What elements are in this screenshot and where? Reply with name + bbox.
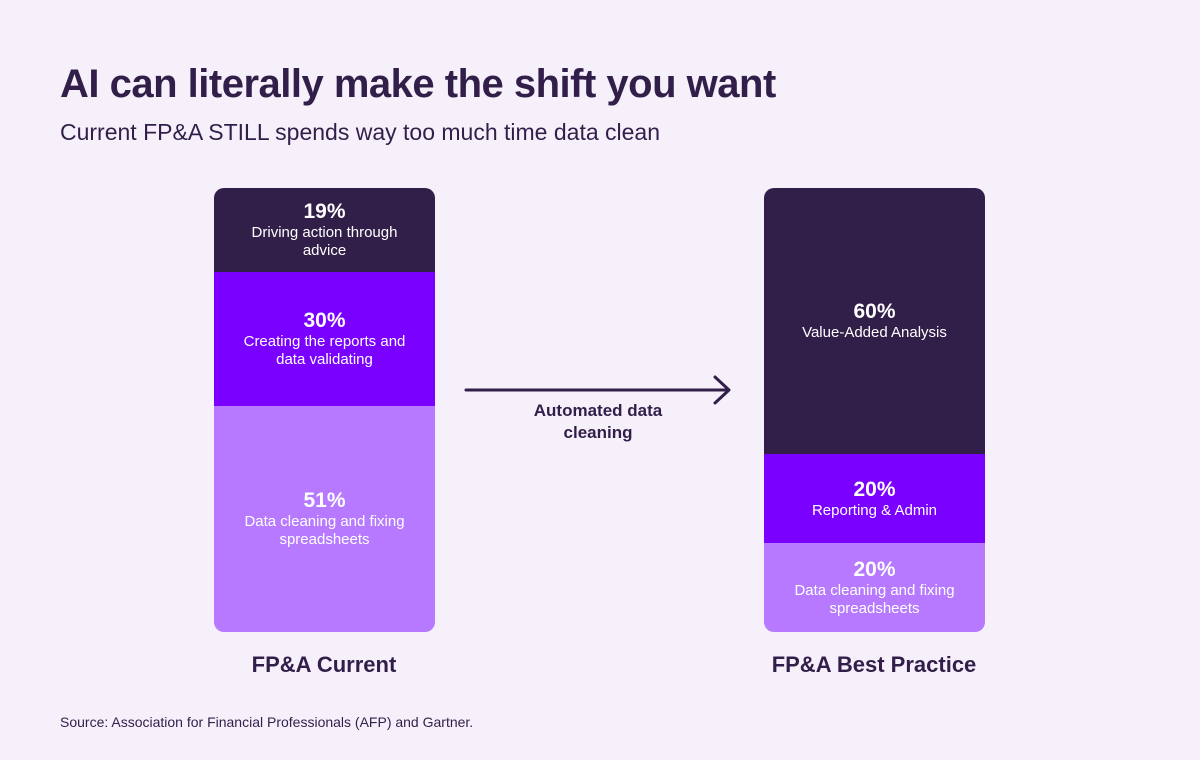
bar-segment: 19% Driving action through advice (214, 188, 435, 273)
arrow-annotation: Automated data cleaning (533, 401, 663, 442)
right-arrow-icon (464, 375, 731, 405)
segment-value-label: 51% (303, 488, 346, 512)
bar-label-fpa-current: FP&A Current (251, 652, 397, 677)
bar-label-fpa-best-practice: FP&A Best Practice (771, 652, 977, 677)
chart-subtitle: Current FP&A STILL spends way too much t… (60, 119, 660, 145)
source-note: Source: Association for Financial Profes… (60, 714, 474, 730)
segment-category-label: Creating the reports and data validating (243, 332, 406, 368)
bar-segment: 51% Data cleaning and fixing spreadsheets (214, 405, 435, 632)
bar-segment: 60% Value-Added Analysis (764, 188, 985, 455)
segment-category-label: Reporting & Admin (811, 501, 938, 519)
segment-category-label: Driving action through advice (251, 224, 398, 260)
segment-value-label: 20% (853, 557, 896, 581)
segment-value-label: 30% (303, 308, 346, 332)
segment-category-label: Value-Added Analysis (802, 324, 947, 342)
bar-segment: 20% Reporting & Admin (764, 454, 985, 544)
bar-segment: 20% Data cleaning and fixing spreadsheets (764, 543, 985, 632)
chart-title: AI can literally make the shift you want (60, 62, 776, 106)
segment-value-label: 19% (303, 200, 346, 224)
segment-value-label: 60% (853, 300, 896, 324)
segment-category-label: Data cleaning and fixing spreadsheets (794, 581, 955, 617)
stacked-bar-fpa-current: 19% Driving action through advice 30% Creat… (214, 188, 435, 632)
bar-segment: 30% Creating the reports and data validat… (214, 272, 435, 406)
stacked-bar-fpa-best-practice: 60% Value-Added Analysis 20% Reporting & Ad… (764, 188, 985, 632)
segment-value-label: 20% (853, 477, 896, 501)
segment-category-label: Data cleaning and fixing spreadsheets (244, 512, 405, 548)
